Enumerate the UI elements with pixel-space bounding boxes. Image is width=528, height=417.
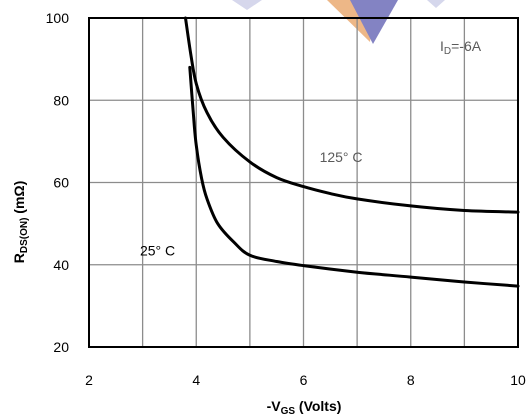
y-axis-label: RDS(ON) (mΩ) [11, 181, 30, 264]
series-lines [184, 16, 520, 288]
condition-label: ID=-6A [440, 38, 482, 57]
series-label-125c: 125° C [320, 149, 363, 165]
x-tick-label: 4 [192, 372, 200, 388]
watermark-logo [232, 0, 445, 44]
x-tick-label: 2 [85, 372, 93, 388]
series-label-25c: 25° C [140, 242, 175, 258]
y-tick-label: 20 [53, 339, 69, 355]
x-axis-label-rest: (Volts) [295, 398, 341, 414]
x-tick-label: 10 [510, 372, 526, 388]
x-tick-label: 8 [407, 372, 415, 388]
y-tick-labels: 20 40 60 80 100 [46, 10, 70, 355]
y-tick-label: 100 [46, 10, 70, 26]
x-axis-label-sub: GS [281, 406, 296, 417]
y-tick-label: 40 [53, 257, 69, 273]
x-axis-label: -VGS (Volts) [267, 398, 342, 417]
y-axis-label-main: R [11, 253, 27, 263]
y-tick-label: 60 [53, 175, 69, 191]
x-tick-label: 6 [300, 372, 308, 388]
condition-rest: =-6A [451, 38, 482, 54]
x-tick-labels: 2 4 6 8 10 [85, 372, 526, 388]
condition-sub: D [444, 46, 451, 57]
series-line-25c [188, 65, 520, 288]
series-line-125c [184, 16, 520, 214]
y-axis-label-rest: (mΩ) [11, 181, 27, 218]
condition-main: I [440, 38, 444, 54]
y-axis-label-sub: DS(ON) [19, 218, 30, 254]
y-tick-label: 80 [53, 92, 69, 108]
plot-frame [88, 17, 519, 348]
x-axis-label-main: -V [267, 398, 282, 414]
